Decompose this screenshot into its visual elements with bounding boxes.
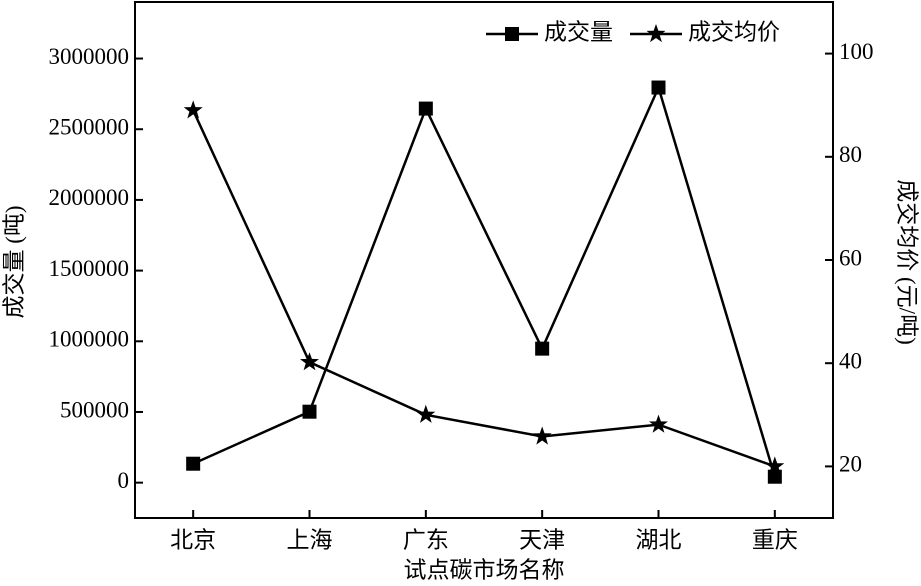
x-tick-label: 重庆 bbox=[752, 527, 798, 552]
y-tick-label: 1500000 bbox=[49, 256, 130, 281]
y-tick-label: 500000 bbox=[60, 397, 129, 422]
y-tick-label: 2000000 bbox=[49, 185, 130, 210]
square-marker bbox=[186, 456, 201, 471]
y2-tick-label: 60 bbox=[839, 245, 862, 270]
y2-tick-label: 80 bbox=[839, 142, 862, 167]
square-marker bbox=[302, 404, 317, 419]
legend-label: 成交均价 bbox=[688, 19, 780, 44]
x-tick-label: 湖北 bbox=[636, 527, 682, 552]
x-tick-label: 广东 bbox=[403, 527, 449, 552]
square-marker bbox=[651, 80, 666, 95]
y-tick-label: 3000000 bbox=[49, 44, 130, 69]
y-tick-label: 0 bbox=[118, 468, 130, 493]
y2-tick-label: 100 bbox=[839, 39, 874, 64]
series-line bbox=[192, 109, 776, 468]
star-marker bbox=[300, 352, 319, 371]
star-marker bbox=[765, 456, 785, 475]
square-marker bbox=[535, 341, 550, 356]
y2-axis-title: 成交均价 (元/吨) bbox=[895, 179, 920, 344]
y2-tick-label: 20 bbox=[839, 452, 862, 477]
star-marker bbox=[416, 404, 436, 423]
star-marker bbox=[646, 24, 666, 43]
x-tick-label: 上海 bbox=[287, 527, 333, 552]
y-tick-label: 2500000 bbox=[49, 115, 130, 140]
y2-tick-label: 40 bbox=[839, 348, 862, 373]
legend-label: 成交量 bbox=[544, 19, 613, 44]
square-marker bbox=[418, 101, 433, 116]
star-marker bbox=[532, 426, 552, 445]
star-marker bbox=[649, 414, 668, 433]
square-marker bbox=[505, 27, 519, 41]
y-tick-label: 1000000 bbox=[49, 327, 130, 352]
x-axis-title: 试点碳市场名称 bbox=[404, 557, 565, 582]
series-line bbox=[192, 83, 777, 478]
plot-frame bbox=[134, 1, 834, 519]
x-tick-label: 北京 bbox=[170, 527, 216, 552]
square-marker bbox=[767, 469, 782, 484]
star-marker bbox=[183, 100, 203, 119]
x-tick-label: 天津 bbox=[519, 527, 565, 552]
y-axis-title: 成交量 (吨) bbox=[1, 205, 26, 318]
